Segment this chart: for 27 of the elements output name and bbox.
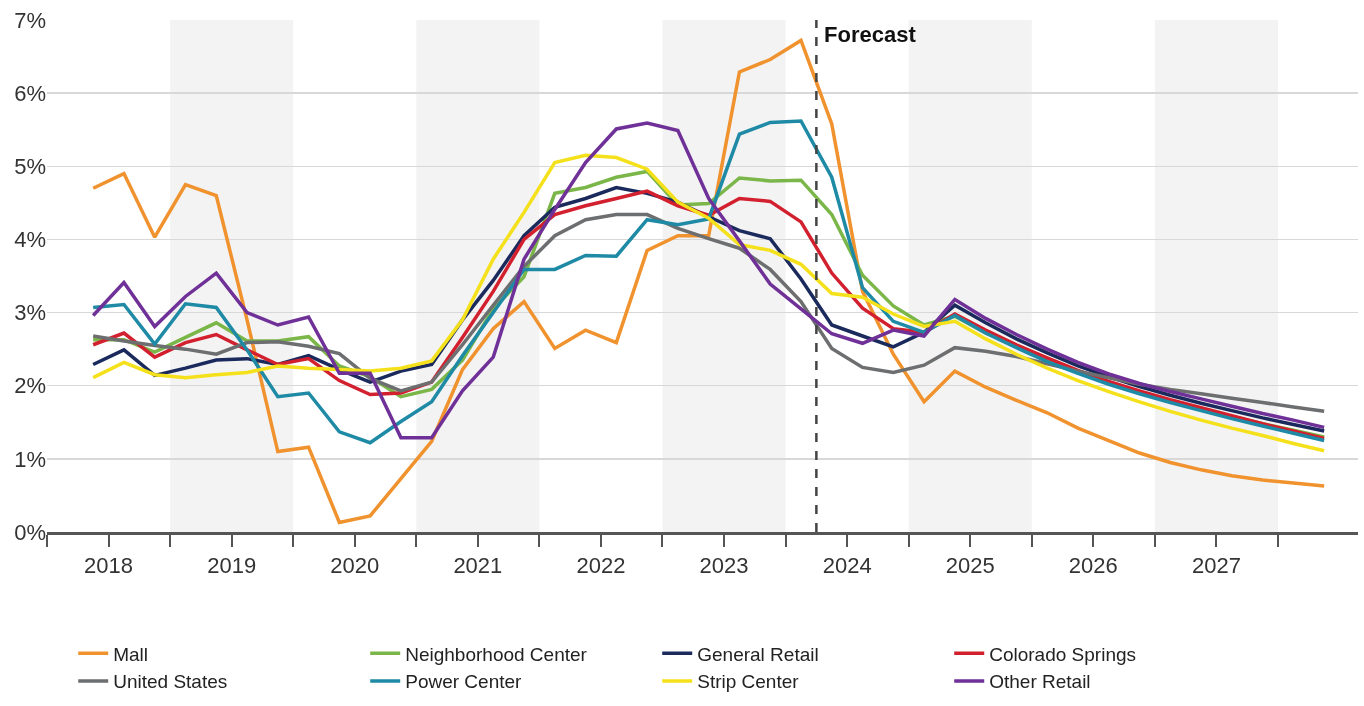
legend-label: Neighborhood Center — [405, 643, 588, 665]
legend-label: Other Retail — [989, 671, 1091, 693]
x-tick-label: 2025 — [945, 553, 995, 579]
legend-label: Mall — [113, 643, 149, 665]
x-tick-label: 2020 — [330, 553, 380, 579]
y-tick-label: 3% — [14, 300, 46, 326]
legend-label: General Retail — [697, 643, 819, 665]
ref-line-label: Forecast — [824, 22, 917, 47]
y-tick-label: 6% — [14, 80, 46, 106]
y-tick-label: 5% — [14, 153, 46, 179]
legend-label: Colorado Springs — [989, 643, 1137, 665]
x-tick-label: 2018 — [84, 553, 134, 579]
x-tick-label: 2019 — [207, 553, 257, 579]
x-tick-label: 2026 — [1068, 553, 1118, 579]
y-tick-label: 7% — [14, 7, 46, 33]
legend-label: Power Center — [405, 671, 523, 693]
y-tick-label: 0% — [14, 519, 46, 545]
x-tick-label: 2027 — [1191, 553, 1241, 579]
y-tick-label: 2% — [14, 373, 46, 399]
x-tick-label: 2022 — [576, 553, 626, 579]
legend-label: Strip Center — [697, 671, 800, 693]
x-tick-label: 2024 — [822, 553, 872, 579]
x-tick-label: 2023 — [699, 553, 749, 579]
y-tick-label: 1% — [14, 446, 46, 472]
y-tick-label: 4% — [14, 227, 46, 253]
x-tick-label: 2021 — [453, 553, 503, 579]
legend-label: United States — [113, 671, 228, 693]
